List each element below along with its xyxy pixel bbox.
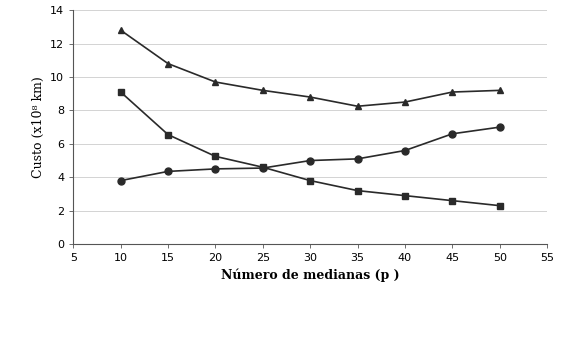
Dos Clientes às Medianas: [212, 154, 219, 158]
Total: [354, 104, 361, 108]
Total: [165, 62, 171, 66]
Do CD às Medianas: [165, 170, 171, 174]
Total: [402, 100, 408, 104]
Do CD às Medianas: [496, 125, 503, 129]
Do CD às Medianas: [402, 148, 408, 153]
Do CD às Medianas: [117, 179, 124, 183]
X-axis label: Número de medianas (p ): Número de medianas (p ): [221, 269, 399, 282]
Total: [496, 88, 503, 93]
Dos Clientes às Medianas: [259, 165, 266, 169]
Dos Clientes às Medianas: [117, 90, 124, 94]
Line: Dos Clientes às Medianas: Dos Clientes às Medianas: [117, 88, 503, 209]
Y-axis label: Custo (x10⁸ km): Custo (x10⁸ km): [32, 76, 45, 178]
Do CD às Medianas: [354, 157, 361, 161]
Dos Clientes às Medianas: [402, 194, 408, 198]
Total: [212, 80, 219, 84]
Total: [259, 88, 266, 93]
Dos Clientes às Medianas: [307, 179, 314, 183]
Total: [449, 90, 456, 94]
Line: Total: Total: [117, 27, 503, 110]
Total: [307, 95, 314, 99]
Dos Clientes às Medianas: [354, 188, 361, 193]
Dos Clientes às Medianas: [449, 199, 456, 203]
Total: [117, 28, 124, 32]
Dos Clientes às Medianas: [165, 133, 171, 137]
Do CD às Medianas: [307, 159, 314, 163]
Do CD às Medianas: [449, 132, 456, 136]
Do CD às Medianas: [212, 167, 219, 171]
Line: Do CD às Medianas: Do CD às Medianas: [117, 124, 503, 184]
Dos Clientes às Medianas: [496, 204, 503, 208]
Do CD às Medianas: [259, 166, 266, 170]
